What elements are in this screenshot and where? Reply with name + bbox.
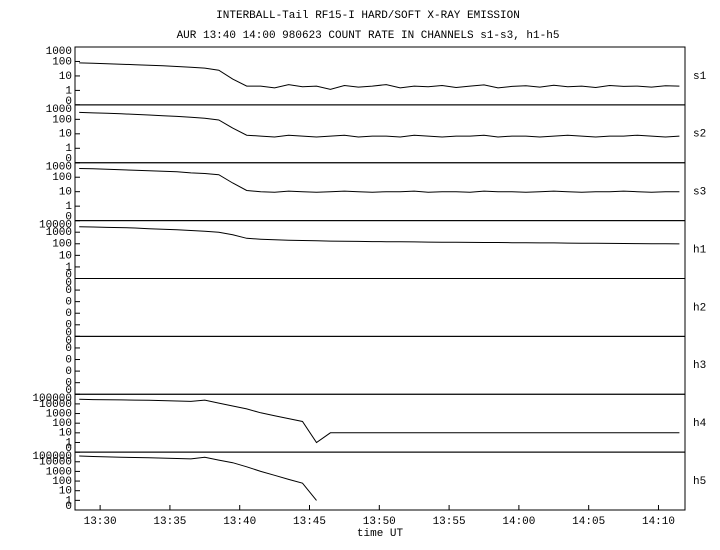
y-tick-label: 10000 bbox=[39, 399, 72, 411]
y-tick-label: 0 bbox=[65, 501, 72, 513]
y-tick-label: 0 bbox=[65, 385, 72, 397]
y-tick-label: 10 bbox=[59, 129, 72, 141]
y-tick-label: 100000 bbox=[32, 393, 72, 405]
panel-label: h4 bbox=[693, 418, 707, 430]
y-tick-label: 0 bbox=[65, 366, 72, 378]
chart-subtitle: AUR 13:40 14:00 980623 COUNT RATE IN CHA… bbox=[177, 30, 560, 42]
x-tick-label: 14:05 bbox=[572, 516, 605, 528]
y-tick-label: 0 bbox=[65, 297, 72, 309]
x-tick-label: 14:10 bbox=[642, 516, 675, 528]
y-tick-label: 1 bbox=[65, 201, 72, 213]
x-tick-label: 13:45 bbox=[293, 516, 326, 528]
y-tick-label: 10 bbox=[59, 71, 72, 83]
y-tick-label: 100 bbox=[52, 172, 72, 184]
y-tick-label: 0 bbox=[65, 212, 72, 224]
panel-label: s3 bbox=[693, 187, 706, 199]
y-tick-label: 0 bbox=[65, 269, 72, 281]
y-tick-label: 1 bbox=[65, 437, 72, 449]
y-tick-label: 0 bbox=[65, 378, 72, 390]
y-tick-label: 1 bbox=[65, 495, 72, 507]
y-tick-label: 0 bbox=[65, 443, 72, 455]
y-tick-label: 0 bbox=[65, 343, 72, 355]
panel-label: s2 bbox=[693, 129, 706, 141]
y-tick-label: 0 bbox=[65, 354, 72, 366]
panel-label: h1 bbox=[693, 244, 707, 256]
x-tick-label: 13:40 bbox=[223, 516, 256, 528]
y-tick-label: 100 bbox=[52, 418, 72, 430]
y-tick-label: 1000 bbox=[46, 46, 72, 58]
y-tick-label: 100 bbox=[52, 114, 72, 126]
data-line bbox=[79, 168, 680, 193]
panel-label: h3 bbox=[693, 360, 706, 372]
x-tick-label: 13:50 bbox=[363, 516, 396, 528]
y-tick-label: 0 bbox=[65, 154, 72, 166]
y-tick-label: 1000 bbox=[46, 408, 72, 420]
data-line bbox=[79, 455, 317, 501]
y-tick-label: 0 bbox=[65, 335, 72, 347]
x-tick-label: 13:55 bbox=[433, 516, 466, 528]
y-tick-label: 100 bbox=[52, 476, 72, 488]
y-tick-label: 1 bbox=[65, 85, 72, 97]
y-tick-label: 0 bbox=[65, 285, 72, 297]
panel-label: h2 bbox=[693, 302, 706, 314]
y-tick-label: 10 bbox=[59, 187, 72, 199]
y-tick-label: 0 bbox=[65, 96, 72, 108]
y-tick-label: 0 bbox=[65, 277, 72, 289]
y-tick-label: 0 bbox=[65, 308, 72, 320]
x-tick-label: 13:30 bbox=[84, 516, 117, 528]
y-tick-label: 100000 bbox=[32, 451, 72, 463]
y-tick-label: 10000 bbox=[39, 457, 72, 469]
data-line bbox=[79, 62, 680, 90]
y-tick-label: 1000 bbox=[46, 104, 72, 116]
y-tick-label: 10000 bbox=[39, 220, 72, 232]
y-tick-label: 1000 bbox=[46, 162, 72, 174]
panel-label: h5 bbox=[693, 476, 706, 488]
panel-label: s1 bbox=[693, 71, 707, 83]
y-tick-label: 0 bbox=[65, 320, 72, 332]
y-tick-label: 10 bbox=[59, 250, 72, 262]
x-tick-label: 13:35 bbox=[153, 516, 186, 528]
x-tick-label: 14:00 bbox=[502, 516, 535, 528]
y-tick-label: 1000 bbox=[46, 466, 72, 478]
y-tick-label: 0 bbox=[65, 327, 72, 339]
y-tick-label: 100 bbox=[52, 239, 72, 251]
y-tick-label: 100 bbox=[52, 56, 72, 68]
data-line bbox=[79, 111, 680, 138]
chart-title: INTERBALL-Tail RF15-I HARD/SOFT X-RAY EM… bbox=[216, 10, 520, 22]
y-tick-label: 10 bbox=[59, 486, 72, 498]
y-tick-label: 1 bbox=[65, 143, 72, 155]
y-tick-label: 10 bbox=[59, 428, 72, 440]
x-axis-label: time UT bbox=[357, 528, 404, 540]
y-tick-label: 1000 bbox=[46, 227, 72, 239]
data-line bbox=[79, 226, 680, 245]
y-tick-label: 1 bbox=[65, 262, 72, 274]
data-line bbox=[79, 398, 680, 444]
